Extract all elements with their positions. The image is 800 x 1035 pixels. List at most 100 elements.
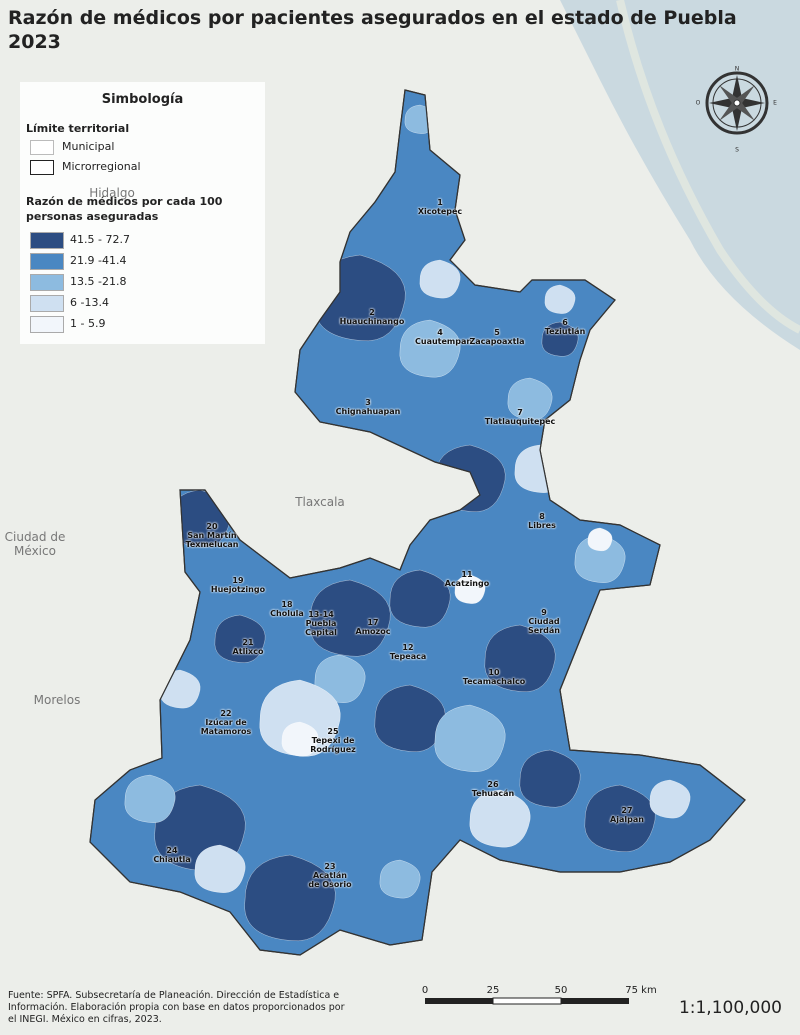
region-name: Amozoc bbox=[355, 627, 391, 636]
scale-tick: 50 bbox=[554, 985, 568, 996]
region-name: Izúcar de Matamoros bbox=[200, 718, 252, 736]
region-number: 4 bbox=[437, 328, 443, 337]
region-number: 9 bbox=[541, 608, 547, 617]
region-number: 12 bbox=[402, 643, 414, 652]
region-name: Huauchinango bbox=[339, 317, 405, 326]
region-name: Chiautla bbox=[153, 855, 191, 864]
region-label: 12 Tepeaca bbox=[388, 643, 428, 661]
region-label: 24 Chiautla bbox=[152, 846, 192, 864]
region-label: 23 Acatlán de Osorio bbox=[308, 862, 353, 889]
municipality bbox=[399, 319, 461, 378]
region-name: Zacapoaxtla bbox=[469, 337, 525, 346]
boundary-title: Límite territorial bbox=[26, 122, 130, 135]
region-name: Acatzingo bbox=[444, 579, 490, 588]
region-label: 26 Tehuacán bbox=[468, 780, 518, 798]
region-label: 27 Ajalpan bbox=[607, 806, 647, 824]
scale-ratio: 1:1,100,000 bbox=[678, 998, 782, 1018]
region-label: 18 Cholula bbox=[267, 600, 307, 618]
coast bbox=[616, 0, 800, 334]
municipality bbox=[124, 774, 176, 823]
region-name: Cholula bbox=[270, 609, 304, 618]
region-number: 13-14 bbox=[308, 610, 334, 619]
region-number: 11 bbox=[461, 570, 473, 579]
municipality bbox=[404, 104, 436, 134]
region-name: Tepexi de Rodríguez bbox=[310, 736, 356, 754]
region-number: 21 bbox=[242, 638, 254, 647]
class-label: 13.5 -21.8 bbox=[70, 275, 127, 288]
region-label: 22 Izúcar de Matamoros bbox=[199, 709, 254, 736]
boundary-swatch bbox=[30, 160, 54, 175]
boundary-label: Municipal bbox=[62, 140, 115, 153]
municipality bbox=[214, 614, 266, 663]
region-name: Tehuacán bbox=[471, 789, 515, 798]
municipalities bbox=[124, 104, 691, 942]
region-label: 6 Teziutlán bbox=[540, 318, 590, 336]
region-name: Ciudad Serdán bbox=[528, 617, 560, 635]
region-number: 6 bbox=[562, 318, 568, 327]
ratio-title: Razón de médicos por cada 100 personas a… bbox=[26, 195, 223, 223]
region-label: 17 Amozoc bbox=[353, 618, 393, 636]
municipality bbox=[469, 789, 531, 848]
region-label: 13-14 Puebla Capital bbox=[303, 610, 339, 637]
scale-tick: 25 bbox=[486, 985, 500, 996]
region-name: Tlatlauquitepec bbox=[484, 417, 556, 426]
class-swatch bbox=[30, 295, 64, 312]
municipality bbox=[281, 721, 319, 757]
class-label: 1 - 5.9 bbox=[70, 317, 106, 330]
place-label: Tlaxcala bbox=[295, 495, 345, 509]
region-number: 8 bbox=[539, 512, 545, 521]
municipality bbox=[434, 704, 506, 773]
region-number: 23 bbox=[324, 862, 336, 871]
compass-letter: E bbox=[773, 99, 777, 107]
region-label: 8 Libres bbox=[522, 512, 562, 530]
class-label: 21.9 -41.4 bbox=[70, 254, 127, 267]
municipality bbox=[507, 377, 553, 421]
region-number: 5 bbox=[494, 328, 500, 337]
region-name: Libres bbox=[528, 521, 556, 530]
class-swatch bbox=[30, 253, 64, 270]
region-number: 17 bbox=[367, 618, 379, 627]
scale-bar bbox=[425, 997, 629, 1005]
region-label: 25 Tepexi de Rodríguez bbox=[306, 727, 361, 754]
region-number: 25 bbox=[327, 727, 339, 736]
source: Fuente: SPFA. Subsecretaría de Planeació… bbox=[8, 990, 345, 1025]
region-number: 3 bbox=[365, 398, 371, 407]
scale-tick: 0 bbox=[421, 985, 429, 996]
municipality bbox=[379, 859, 421, 899]
region-label: 20 San Martín Texmelucan bbox=[182, 522, 242, 549]
region-label: 11 Acatzingo bbox=[437, 570, 497, 588]
title: Razón de médicos por pacientes asegurado… bbox=[8, 7, 737, 53]
region-name: Tecamachalco bbox=[462, 677, 526, 686]
municipality bbox=[194, 844, 246, 893]
region-label: 21 Atlixco bbox=[228, 638, 268, 656]
municipality bbox=[519, 749, 581, 808]
legend-title: Simbología bbox=[101, 92, 184, 107]
municipality bbox=[389, 569, 451, 628]
region-number: 19 bbox=[232, 576, 244, 585]
region-label: 5 Zacapoaxtla bbox=[467, 328, 527, 346]
place-label: Ciudad de México bbox=[4, 530, 66, 558]
region-name: Xicotepec bbox=[417, 207, 463, 216]
municipality bbox=[244, 854, 336, 942]
region-number: 10 bbox=[488, 668, 500, 677]
municipality bbox=[454, 574, 486, 604]
region-label: 4 Cuautempan bbox=[415, 328, 472, 346]
region-label: 2 Huauchinango bbox=[337, 308, 407, 326]
class-label: 41.5 - 72.7 bbox=[70, 233, 130, 246]
region-name: Huejotzingo bbox=[210, 585, 266, 594]
municipality bbox=[309, 579, 391, 657]
boundary-swatch bbox=[30, 140, 54, 155]
class-label: 6 -13.4 bbox=[70, 296, 109, 309]
compass-letter: O bbox=[695, 99, 701, 107]
region-name: Chignahuapan bbox=[335, 407, 401, 416]
region-label: 3 Chignahuapan bbox=[333, 398, 403, 416]
region-number: 1 bbox=[437, 198, 443, 207]
region-label: 1 Xicotepec bbox=[410, 198, 470, 216]
region-name: Teziutlán bbox=[544, 327, 586, 336]
municipality bbox=[587, 527, 613, 552]
region-name: Tepeaca bbox=[389, 652, 427, 661]
region-label: 10 Tecamachalco bbox=[459, 668, 529, 686]
compass bbox=[705, 71, 769, 135]
